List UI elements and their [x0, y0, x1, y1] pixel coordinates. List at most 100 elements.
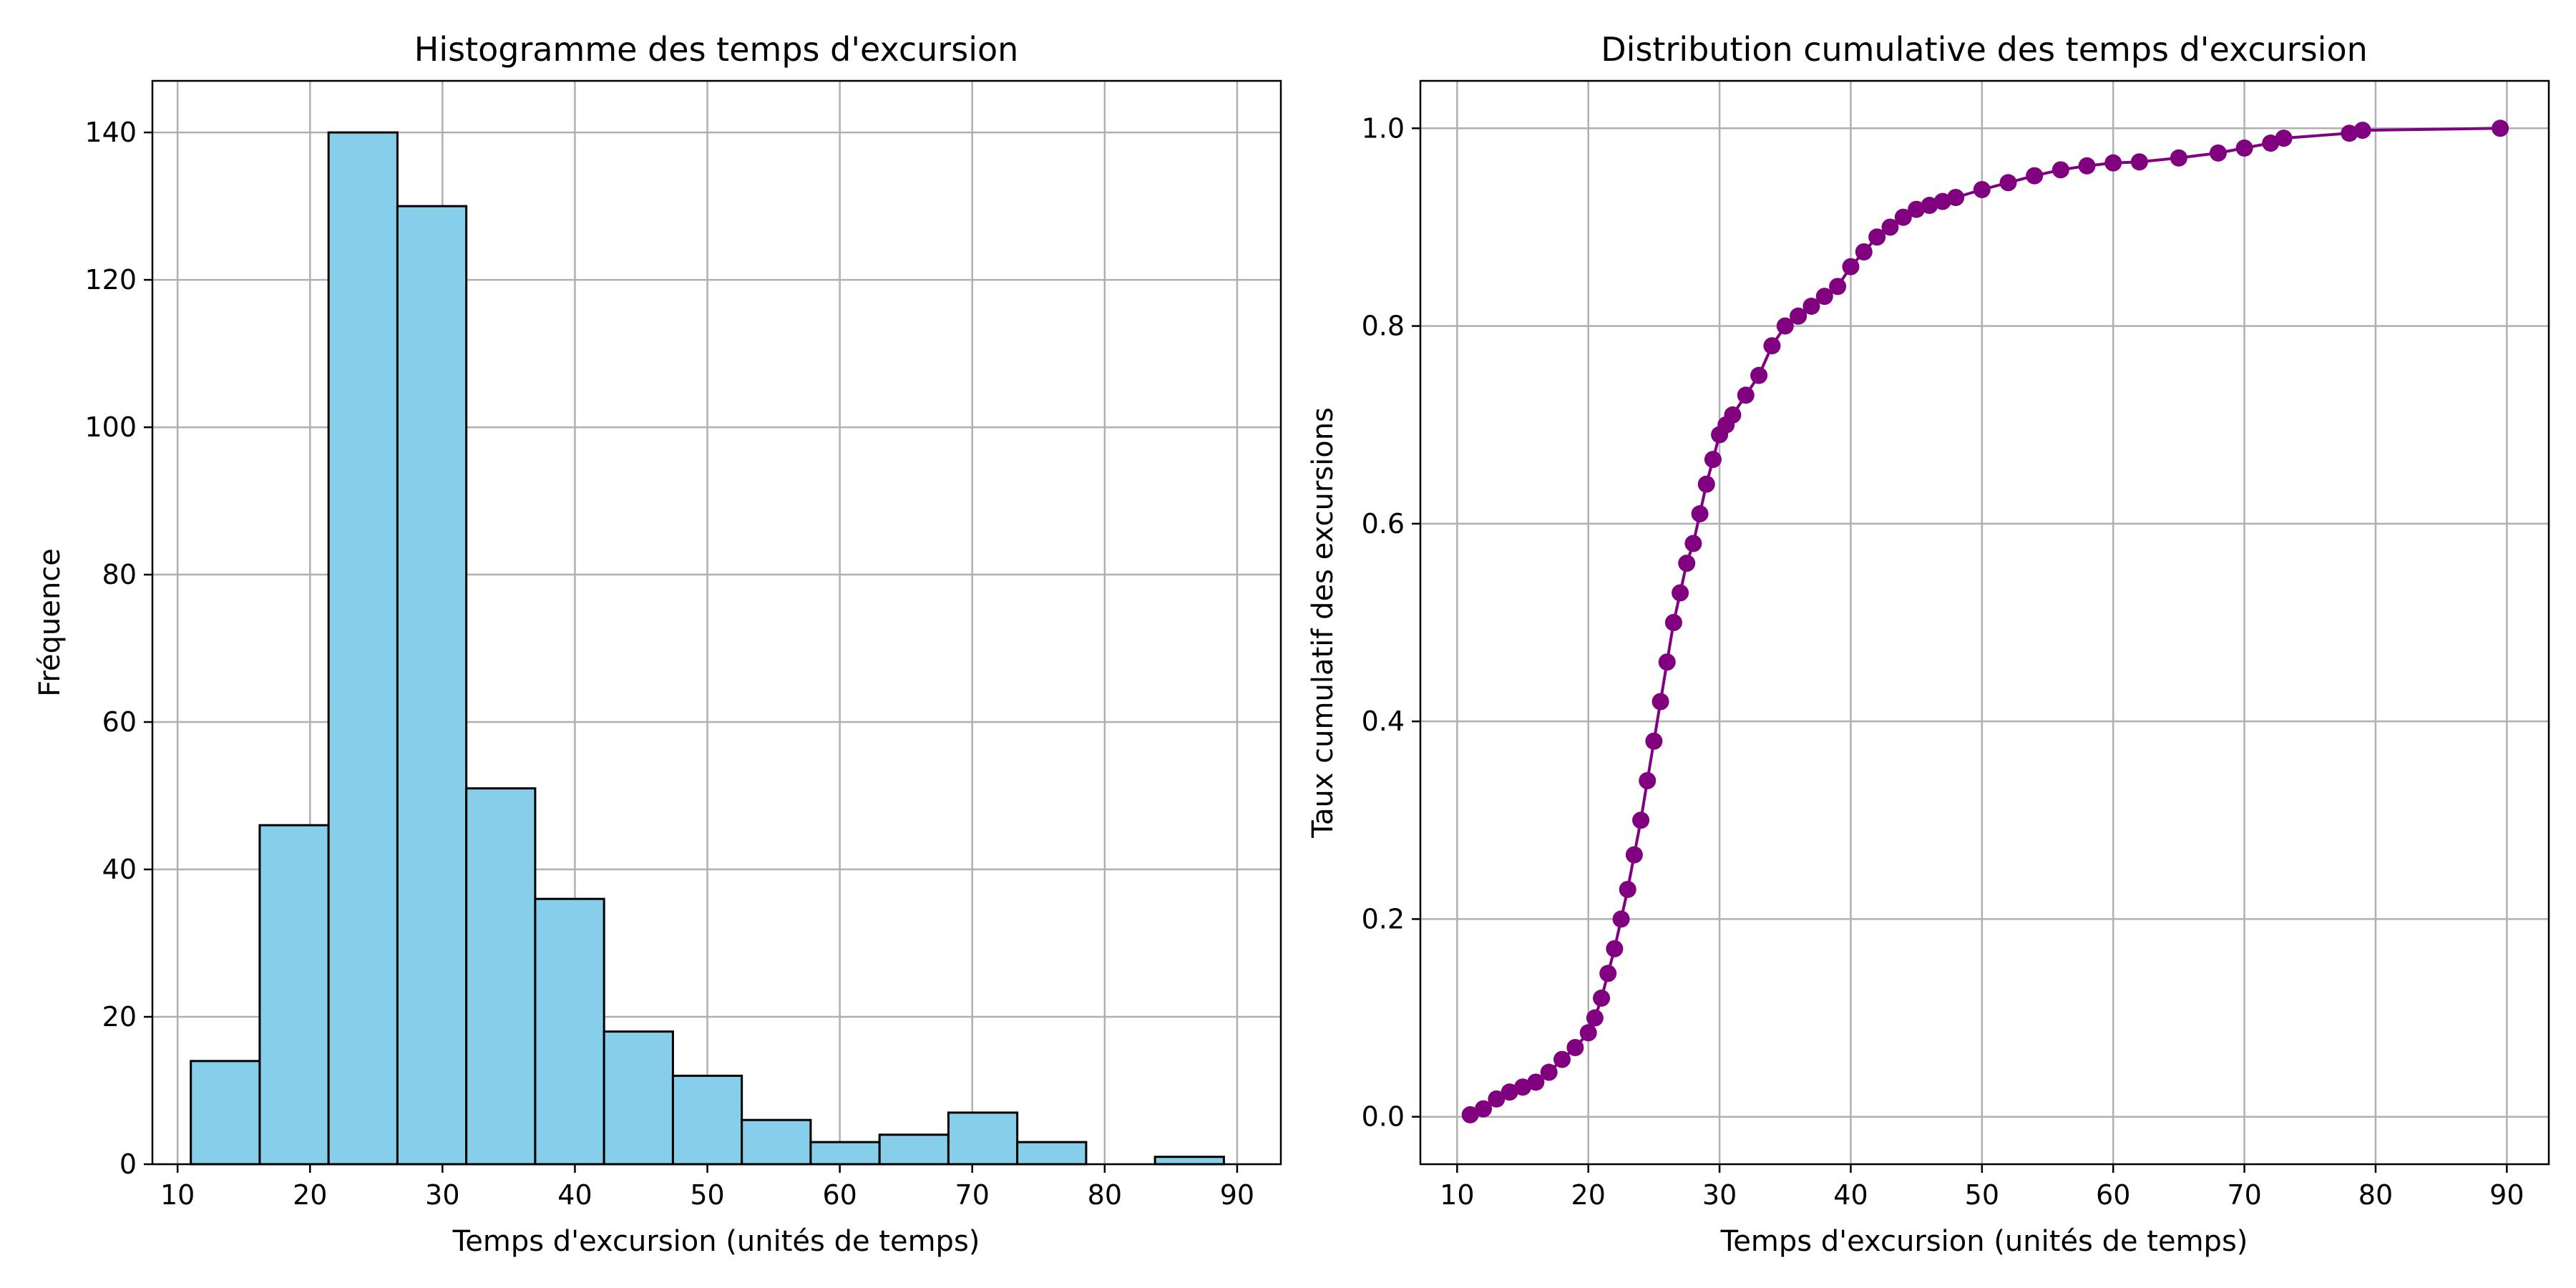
histogram-y-tick-label: 20 — [102, 1001, 137, 1033]
histogram-x-tick-label: 60 — [822, 1179, 857, 1211]
cumulative-series — [1461, 119, 2509, 1123]
histogram-bar — [396, 205, 468, 1166]
cumulative-point — [1664, 614, 1682, 631]
cumulative-point — [1652, 693, 1669, 711]
cumulative-x-tick-label: 30 — [1702, 1179, 1737, 1211]
cumulative-y-tick-label: 0.8 — [1362, 311, 1405, 342]
cumulative-point — [1678, 555, 1696, 572]
histogram-y-ticks: 0 20 40 60 80 100 120 140 — [84, 117, 152, 1180]
histogram-plot-frame — [151, 79, 1282, 1166]
cumulative-point — [2078, 157, 2096, 175]
cumulative-x-tick-label: 10 — [1440, 1179, 1474, 1211]
cumulative-point — [1625, 846, 1643, 864]
cumulative-point — [1790, 307, 1807, 325]
cumulative-point — [1829, 278, 1847, 296]
cumulative-point — [2262, 135, 2280, 152]
cumulative-title: Distribution cumulative des temps d'excu… — [1601, 30, 2368, 69]
histogram-bar — [534, 897, 605, 1166]
cumulative-point — [1586, 1009, 1604, 1027]
histogram-bar — [1153, 1156, 1225, 1166]
cumulative-x-tick-label: 90 — [2489, 1179, 2524, 1211]
cumulative-point — [1894, 208, 1912, 226]
cumulative-point — [1488, 1090, 1506, 1108]
histogram-y-tick-label: 140 — [84, 117, 137, 148]
histogram-y-tick-label: 120 — [84, 264, 137, 296]
cumulative-point — [1540, 1063, 1558, 1081]
cumulative-point — [1475, 1100, 1493, 1118]
histogram-x-tick-label: 20 — [293, 1179, 327, 1211]
cumulative-y-tick-label: 0.4 — [1362, 706, 1405, 737]
cumulative-point — [1501, 1083, 1518, 1101]
cumulative-x-ticks: 10 20 30 40 50 60 70 80 90 — [1440, 1164, 2524, 1211]
histogram-x-tick-label: 50 — [690, 1179, 724, 1211]
cumulative-point — [1881, 218, 1899, 236]
histogram-x-tick-label: 10 — [160, 1179, 195, 1211]
cumulative-x-tick-label: 50 — [1965, 1179, 1999, 1211]
cumulative-point — [1724, 406, 1742, 424]
cumulative-point — [2209, 144, 2227, 162]
cumulative-point — [1527, 1073, 1545, 1091]
cumulative-point — [1619, 880, 1636, 898]
cumulative-point — [2026, 167, 2044, 185]
cumulative-y-tick-label: 0.2 — [1362, 903, 1405, 935]
histogram-x-axis-label: Temps d'excursion (unités de temps) — [452, 1225, 980, 1258]
cumulative-point — [1606, 940, 1624, 957]
cumulative-point — [1750, 366, 1768, 384]
cumulative-point — [1999, 174, 2017, 192]
histogram-bar — [671, 1074, 743, 1166]
cumulative-point — [1908, 200, 1926, 218]
histogram-y-axis-label: Fréquence — [34, 548, 67, 697]
histogram-bar — [258, 824, 330, 1166]
cumulative-point — [1658, 653, 1676, 671]
cumulative-point — [1672, 584, 1689, 602]
cumulative-point — [1645, 732, 1663, 750]
cumulative-point — [1947, 189, 1965, 207]
cumulative-x-tick-label: 60 — [2096, 1179, 2130, 1211]
histogram-bar — [465, 787, 537, 1166]
cumulative-point — [1639, 772, 1657, 790]
cumulative-point — [1684, 535, 1702, 552]
cumulative-x-tick-label: 20 — [1571, 1179, 1606, 1211]
cumulative-point — [2275, 130, 2293, 147]
cumulative-point — [1815, 288, 1833, 306]
cumulative-point — [1763, 337, 1781, 355]
cumulative-point — [1933, 192, 1951, 210]
histogram-bar — [602, 1030, 674, 1166]
cumulative-point — [1632, 811, 1650, 829]
cumulative-point — [1514, 1078, 1532, 1096]
histogram-chart: 10 20 30 40 50 60 70 80 90 0 20 40 60 80 100 120 140 Hi… — [34, 30, 1282, 1258]
cumulative-point — [2051, 161, 2069, 179]
cumulative-point — [1842, 258, 1860, 275]
cumulative-point — [1868, 228, 1886, 246]
cumulative-x-tick-label: 70 — [2227, 1179, 2261, 1211]
cumulative-plot-frame — [1419, 79, 2550, 1166]
cumulative-point — [1737, 386, 1755, 404]
cumulative-point — [2341, 125, 2358, 142]
histogram-bar — [1016, 1141, 1088, 1166]
histogram-bar — [947, 1111, 1019, 1166]
histogram-bar — [809, 1141, 881, 1166]
histogram-y-tick-label: 40 — [102, 854, 137, 885]
cumulative-point — [1973, 180, 1991, 198]
histogram-bar — [878, 1133, 950, 1166]
cumulative-chart: 10 20 30 40 50 60 70 80 90 0.0 0.2 0.4 0.6 0.8 1.0 Di… — [1307, 30, 2550, 1258]
cumulative-point — [1921, 197, 1938, 215]
histogram-bars — [190, 131, 1225, 1166]
histogram-bar — [190, 1060, 261, 1166]
histogram-x-tick-label: 80 — [1088, 1179, 1122, 1211]
cumulative-point — [2492, 119, 2509, 137]
cumulative-point — [1776, 317, 1794, 335]
cumulative-point — [1599, 965, 1617, 982]
cumulative-grid — [1420, 81, 2549, 1164]
histogram-x-tick-label: 40 — [557, 1179, 592, 1211]
cumulative-point — [2130, 153, 2148, 171]
histogram-y-tick-label: 0 — [119, 1148, 137, 1180]
histogram-x-tick-label: 90 — [1220, 1179, 1254, 1211]
cumulative-line — [1469, 127, 2501, 1116]
histogram-bar — [327, 131, 399, 1166]
histogram-x-tick-label: 30 — [425, 1179, 459, 1211]
cumulative-point — [1579, 1024, 1597, 1042]
cumulative-x-tick-label: 80 — [2358, 1179, 2393, 1211]
cumulative-point — [2235, 139, 2253, 157]
